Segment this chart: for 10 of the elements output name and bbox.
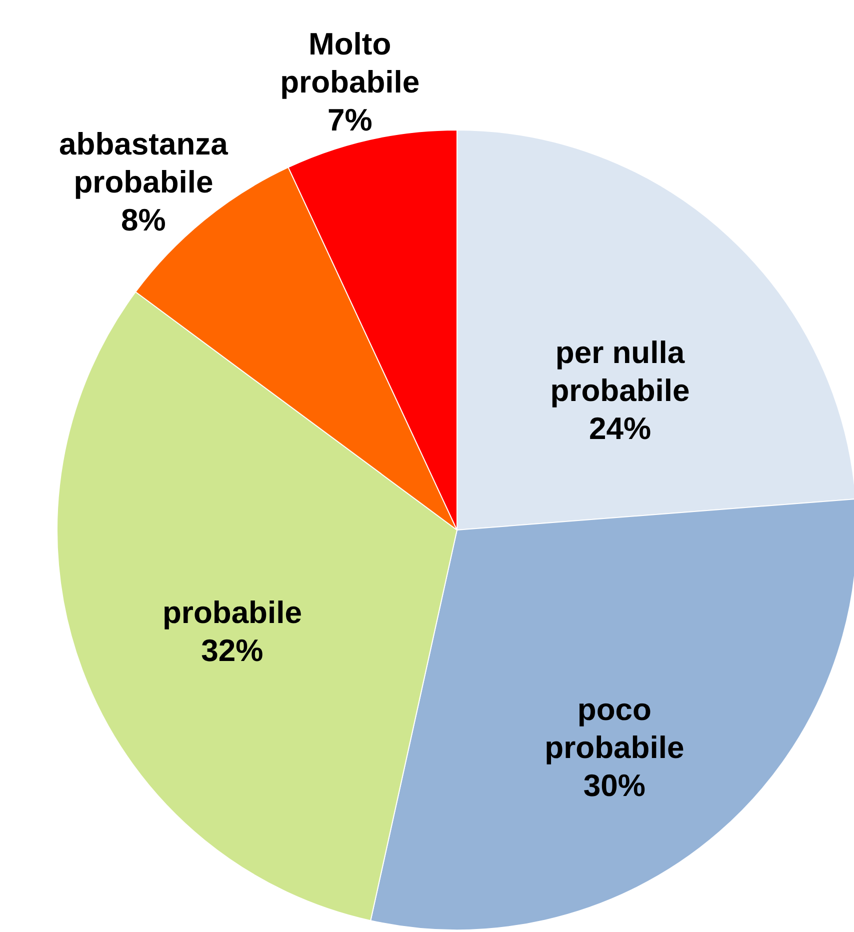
slice-label: Molto probabile (280, 26, 420, 100)
data-label: 7% (327, 102, 372, 138)
data-label: 24% (588, 410, 652, 446)
slice-label: per nulla probabile (550, 334, 690, 408)
slice-label: probabile (162, 595, 302, 630)
data-label: 8% (121, 202, 166, 238)
data-label: 30% (583, 768, 646, 804)
slice-label: abbastanza probabile (59, 126, 229, 200)
data-label: 32% (201, 633, 264, 668)
slice-label: poco probabile (544, 692, 684, 766)
